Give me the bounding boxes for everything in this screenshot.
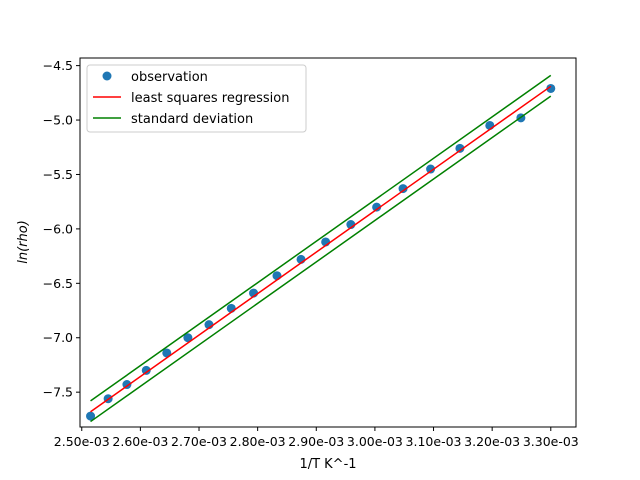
y-tick-label: −7.5 <box>43 385 73 400</box>
x-tick-label: 3.30e-03 <box>523 434 579 449</box>
y-tick-label: −7.0 <box>43 330 73 345</box>
observation-point <box>183 333 193 343</box>
x-tick-label: 3.10e-03 <box>406 434 462 449</box>
observation-point <box>426 164 436 174</box>
legend-box <box>86 64 307 133</box>
y-axis: −7.5 −7.0 −6.5 −6.0 −5.5 −5.0 −4.5 <box>43 58 80 400</box>
plot-content <box>86 74 556 423</box>
x-tick-label: 2.50e-03 <box>54 434 110 449</box>
legend-label-observation: observation <box>131 70 208 85</box>
x-tick-label: 3.20e-03 <box>464 434 520 449</box>
legend-label-regression: least squares regression <box>131 91 290 106</box>
x-axis: 2.50e-03 2.60e-03 2.70e-03 2.80e-03 2.90e-03… <box>54 427 579 449</box>
x-tick-label: 2.90e-03 <box>288 434 344 449</box>
x-tick-label: 2.70e-03 <box>171 434 227 449</box>
observation-point <box>398 184 408 194</box>
x-tick-label: 3.00e-03 <box>347 434 403 449</box>
x-tick-label: 2.60e-03 <box>112 434 168 449</box>
observation-point <box>162 348 172 358</box>
observation-point <box>372 202 382 212</box>
y-tick-label: −6.5 <box>43 276 73 291</box>
legend-marker-observation <box>102 71 112 81</box>
plot-frame <box>79 57 577 428</box>
y-axis-label: ln(rho) <box>16 220 31 264</box>
observation-point <box>272 271 282 281</box>
y-tick-label: −4.5 <box>43 58 73 73</box>
legend-label-deviation: standard deviation <box>131 112 253 127</box>
regression-line <box>90 85 552 413</box>
x-tick-label: 2.80e-03 <box>230 434 286 449</box>
observation-point <box>546 83 556 93</box>
legend: observation least squares regression sta… <box>86 64 307 133</box>
observation-point <box>141 365 151 375</box>
deviation-line <box>90 95 552 423</box>
y-tick-label: −6.0 <box>43 221 73 236</box>
y-tick-label: −5.5 <box>43 167 73 182</box>
observation-point <box>455 143 465 153</box>
deviation-line <box>90 74 552 402</box>
x-axis-label: 1/T K^-1 <box>299 457 356 472</box>
observation-point <box>86 411 96 421</box>
y-tick-label: −5.0 <box>43 113 73 128</box>
